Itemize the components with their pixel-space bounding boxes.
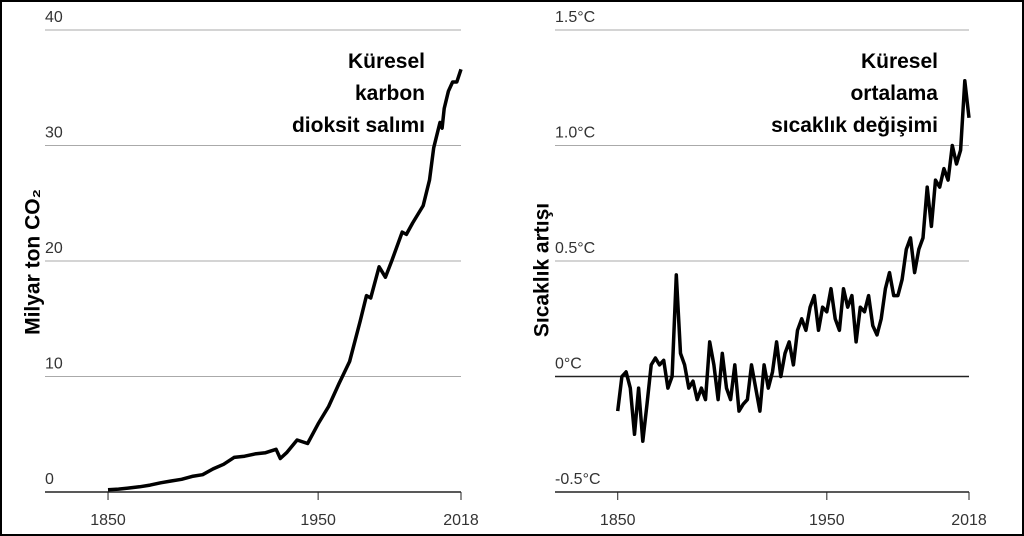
y-axis-title: Sıcaklık artışı xyxy=(530,203,553,337)
x-tick-label: 1850 xyxy=(600,512,636,529)
x-tick-label: 1850 xyxy=(90,512,126,529)
y-tick-label: 0 xyxy=(45,471,54,488)
annotation: sıcaklık değişimi xyxy=(771,114,938,137)
y-tick-label: 30 xyxy=(45,125,63,142)
y-tick-label: -0.5°C xyxy=(555,471,601,488)
data-line xyxy=(615,79,971,443)
annotation: Küresel xyxy=(861,50,938,73)
y-tick-label: 1.0°C xyxy=(555,125,595,142)
y-tick-label: 40 xyxy=(45,9,63,26)
y-tick-label: 0°C xyxy=(555,356,582,373)
x-tick-label: 1950 xyxy=(809,512,845,529)
x-tick-label: 2018 xyxy=(443,512,479,529)
y-tick-label: 10 xyxy=(45,356,63,373)
annotation: Küresel xyxy=(348,50,425,73)
x-tick-label: 2018 xyxy=(951,512,987,529)
x-tick-label: 1950 xyxy=(300,512,336,529)
y-tick-label: 1.5°C xyxy=(555,9,595,26)
annotation: karbon xyxy=(355,82,425,105)
annotation: dioksit salımı xyxy=(292,114,425,137)
annotation: ortalama xyxy=(850,82,938,105)
y-axis-title: Milyar ton CO₂ xyxy=(21,189,44,335)
data-line xyxy=(107,68,463,492)
y-tick-label: 0.5°C xyxy=(555,240,595,257)
y-tick-label: 20 xyxy=(45,240,63,257)
